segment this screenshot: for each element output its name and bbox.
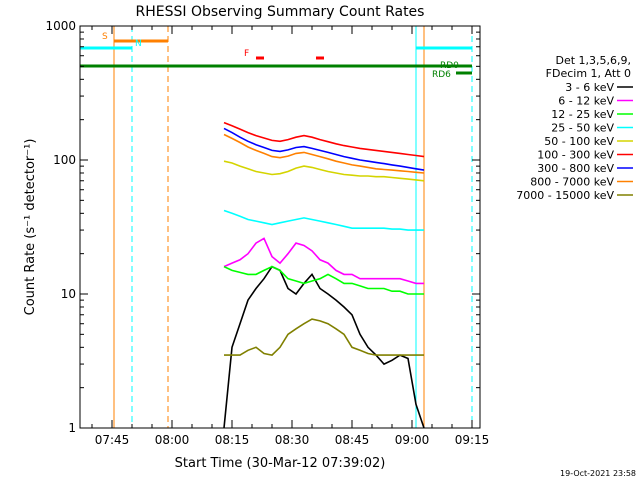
series-line-8: [224, 318, 424, 356]
y-tick-label-0: 1: [68, 421, 76, 435]
y-tick-label-2: 100: [53, 153, 76, 167]
legend-label-4: 50 - 100 keV: [544, 135, 614, 148]
chart-title: RHESSI Observing Summary Count Rates: [136, 4, 425, 20]
plot-frame: [79, 25, 481, 429]
series-line-4: [223, 160, 425, 182]
series-line-1: [223, 237, 424, 285]
legend-label-1: 6 - 12 keV: [558, 95, 614, 108]
x-axis-label: Start Time (30-Mar-12 07:39:02): [175, 456, 386, 471]
x-tick-label-4: 08:45: [335, 433, 370, 447]
x-tick-label-5: 09:00: [395, 433, 430, 447]
state-bar-label-1: N: [135, 39, 142, 49]
y-axis-label: Count Rate (s⁻¹ detector⁻¹): [23, 139, 38, 316]
state-bar-label-3: F: [244, 49, 249, 59]
series-layer: [223, 121, 425, 429]
x-tick-label-0: 07:45: [95, 433, 130, 447]
x-tick-label-2: 08:15: [215, 433, 250, 447]
state-bar-label-6: RD6: [432, 70, 451, 80]
legend-label-7: 800 - 7000 keV: [530, 176, 614, 189]
legend-label-8: 7000 - 15000 keV: [516, 189, 614, 202]
series-line-2: [223, 265, 424, 295]
legend-label-5: 100 - 300 keV: [537, 149, 614, 162]
axes-layer: 1 10 100 1000 07:45 08:00 08:15 08:30 08:45 09:00…: [45, 19, 489, 447]
state-bar-label-5: RD0: [440, 61, 459, 71]
legend-label-3: 25 - 50 keV: [551, 122, 614, 135]
series-line-7: [223, 133, 425, 174]
series-line-3: [223, 209, 424, 231]
y-tick-label-3: 1000: [45, 19, 76, 33]
x-tick-label-3: 08:30: [275, 433, 310, 447]
legend-label-0: 3 - 6 keV: [565, 81, 614, 94]
x-tick-label-6: 09:15: [455, 433, 490, 447]
y-tick-label-1: 10: [61, 287, 76, 301]
series-line-0: [223, 265, 425, 429]
legend-label-2: 12 - 25 keV: [551, 108, 614, 121]
series-line-6: [223, 127, 425, 171]
legend-label-6: 300 - 800 keV: [537, 162, 614, 175]
series-line-5: [223, 121, 425, 158]
legend: Det 1,3,5,6,9,FDecim 1, Att 03 - 6 keV6 …: [516, 54, 633, 202]
legend-header-0: Det 1,3,5,6,9,: [555, 54, 631, 67]
footer-date: 19-Oct-2021 23:58: [560, 469, 636, 478]
legend-header-1: FDecim 1, Att 0: [546, 67, 631, 80]
state-bar-label-0: S: [102, 32, 108, 42]
x-tick-label-1: 08:00: [155, 433, 190, 447]
